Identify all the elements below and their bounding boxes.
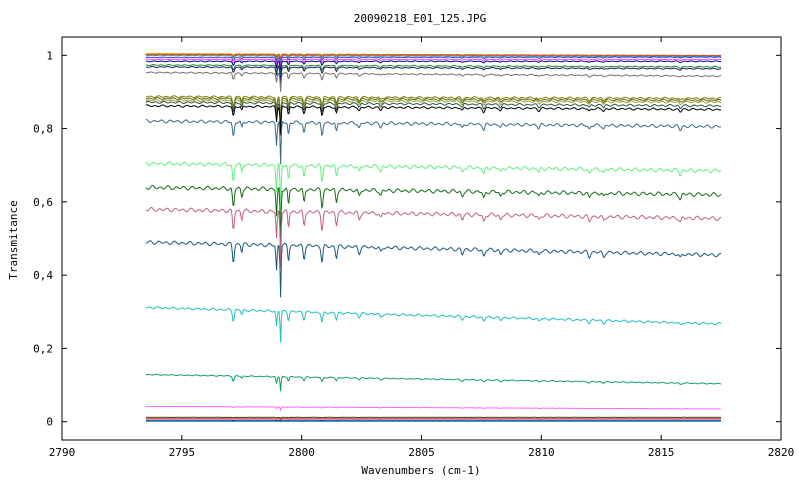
y-tick-label: 0,2 [33, 342, 53, 355]
axis-ticks: 2790 2795 2800 2805 2810 2815 2820 0 0,2 0,4 0,6 0,… [33, 37, 794, 459]
series-line [145, 161, 722, 215]
series-line [145, 53, 722, 61]
x-axis-label: Wavenumbers (cm-1) [361, 464, 480, 477]
series-line [145, 419, 722, 422]
series-line [145, 98, 722, 129]
y-tick-label: 0,6 [33, 196, 53, 209]
series-line [145, 71, 722, 92]
series-line [145, 54, 722, 64]
y-tick-label: 1 [46, 49, 53, 62]
series-line [145, 56, 722, 67]
series-line [145, 185, 722, 244]
chart-title: 20090218_E01_125.JPG [354, 12, 486, 25]
series-line [145, 418, 722, 421]
y-tick-label: 0,8 [33, 123, 53, 136]
y-tick-label: 0 [46, 416, 53, 429]
series-line [145, 118, 722, 165]
series-line [145, 373, 722, 392]
y-axis-label: Transmitance [7, 200, 20, 279]
series-line [145, 306, 722, 343]
series-line [145, 207, 722, 268]
series-line [145, 58, 722, 71]
series-line [145, 100, 722, 133]
x-tick-label: 2815 [648, 446, 675, 459]
series-line [145, 60, 722, 74]
series-line [145, 97, 722, 125]
series-line [145, 64, 722, 80]
series-line [145, 240, 722, 298]
y-tick-label: 0,4 [33, 269, 53, 282]
x-tick-label: 2800 [288, 446, 315, 459]
series-line [145, 65, 722, 84]
series-line [145, 405, 722, 412]
series-line [145, 104, 722, 136]
series-line [145, 416, 722, 420]
x-tick-label: 2805 [408, 446, 435, 459]
x-tick-label: 2790 [49, 446, 76, 459]
series-group [145, 53, 722, 423]
x-tick-label: 2820 [768, 446, 795, 459]
series-line [145, 95, 722, 123]
x-tick-label: 2810 [528, 446, 555, 459]
x-tick-label: 2795 [169, 446, 196, 459]
